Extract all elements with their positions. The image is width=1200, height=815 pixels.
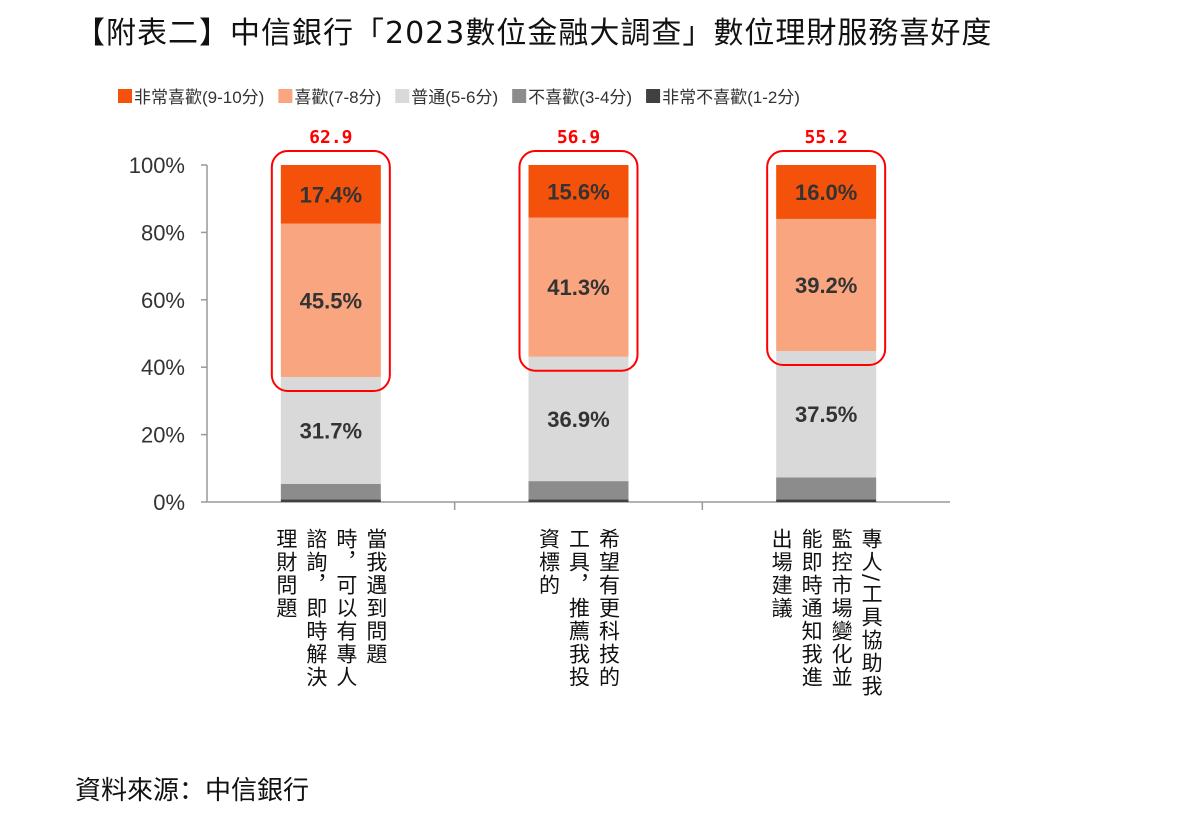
bar-segment: [280, 499, 381, 502]
y-tick-label: 0%: [153, 490, 185, 515]
category-label-line: 監控市場變化並: [829, 528, 854, 689]
bar-segment: [776, 165, 877, 219]
y-tick-label: 40%: [141, 355, 185, 380]
bar-segment: [528, 481, 629, 500]
data-label: 17.4%: [300, 182, 362, 207]
category-label: 當我遇到問題 時，可以有專人 諮詢，即時解決 理財問題: [273, 528, 389, 689]
data-label: 31.7%: [300, 418, 362, 443]
legend-swatch: [118, 89, 132, 103]
y-tick-label: 80%: [141, 220, 185, 245]
bar-segment: [528, 356, 629, 482]
source-note: 資料來源：中信銀行: [75, 776, 310, 806]
y-tick-label: 100%: [129, 153, 185, 178]
highlight-box: [270, 150, 391, 392]
y-tick-label: 20%: [141, 423, 185, 448]
category-label-line: 能即時通知我進: [799, 528, 824, 689]
category-label: 專人/工具協助我 監控市場變化並 能即時通知我進 出場建議: [768, 528, 884, 698]
legend-swatch: [646, 89, 661, 103]
category-label-line: 時，可以有專人: [333, 528, 358, 689]
data-label: 15.6%: [547, 179, 609, 204]
legend-swatch: [395, 89, 410, 103]
chart-title: 【附表二】中信銀行「2023數位金融大調查」數位理財服務喜好度: [75, 16, 993, 51]
bar-segment: [776, 477, 877, 500]
bar-segment: [280, 483, 381, 500]
legend-label: 不喜歡(3-4分): [528, 88, 632, 107]
highlight-total: 55.2: [804, 127, 847, 148]
highlight-total: 56.9: [557, 127, 600, 148]
highlight-box: [518, 150, 639, 372]
data-label: 41.3%: [547, 275, 609, 300]
highlight-total: 62.9: [309, 127, 352, 148]
category-label: 希望有更科技的 工具，推薦我投 資標的: [536, 528, 622, 689]
data-label: 36.9%: [547, 407, 609, 432]
legend-label: 非常不喜歡(1-2分): [662, 88, 800, 107]
bar-segment: [280, 376, 381, 484]
category-label-line: 諮詢，即時解決: [303, 528, 328, 689]
data-label: 39.2%: [795, 273, 857, 298]
bar-segment: [776, 351, 877, 478]
category-label-line: 專人/工具協助我: [859, 528, 884, 699]
data-label: 45.5%: [300, 288, 362, 313]
category-label-line: 出場建議: [769, 528, 794, 620]
category-label-line: 工具，推薦我投: [566, 528, 591, 689]
legend-label: 普通(5-6分): [411, 88, 498, 107]
bar-segment: [776, 218, 877, 352]
data-label: 37.5%: [795, 402, 857, 427]
bar-segment: [528, 165, 629, 218]
highlight-box: [766, 150, 887, 367]
category-label-line: 希望有更科技的: [596, 528, 621, 689]
data-label: 16.0%: [795, 180, 857, 205]
y-tick-label: 60%: [141, 288, 185, 313]
bar-segment: [280, 223, 381, 377]
legend-swatch: [278, 89, 293, 103]
bar-segment: [280, 165, 381, 224]
bar-segment: [528, 499, 629, 502]
category-label-line: 理財問題: [273, 528, 298, 620]
legend-swatch: [512, 89, 527, 103]
category-label-line: 當我遇到問題: [363, 528, 388, 666]
bar-segment: [776, 499, 877, 502]
bar-segment: [528, 217, 629, 357]
category-label-line: 資標的: [536, 528, 561, 597]
legend-label: 非常喜歡(9-10分): [134, 88, 264, 107]
legend-label: 喜歡(7-8分): [294, 88, 381, 107]
